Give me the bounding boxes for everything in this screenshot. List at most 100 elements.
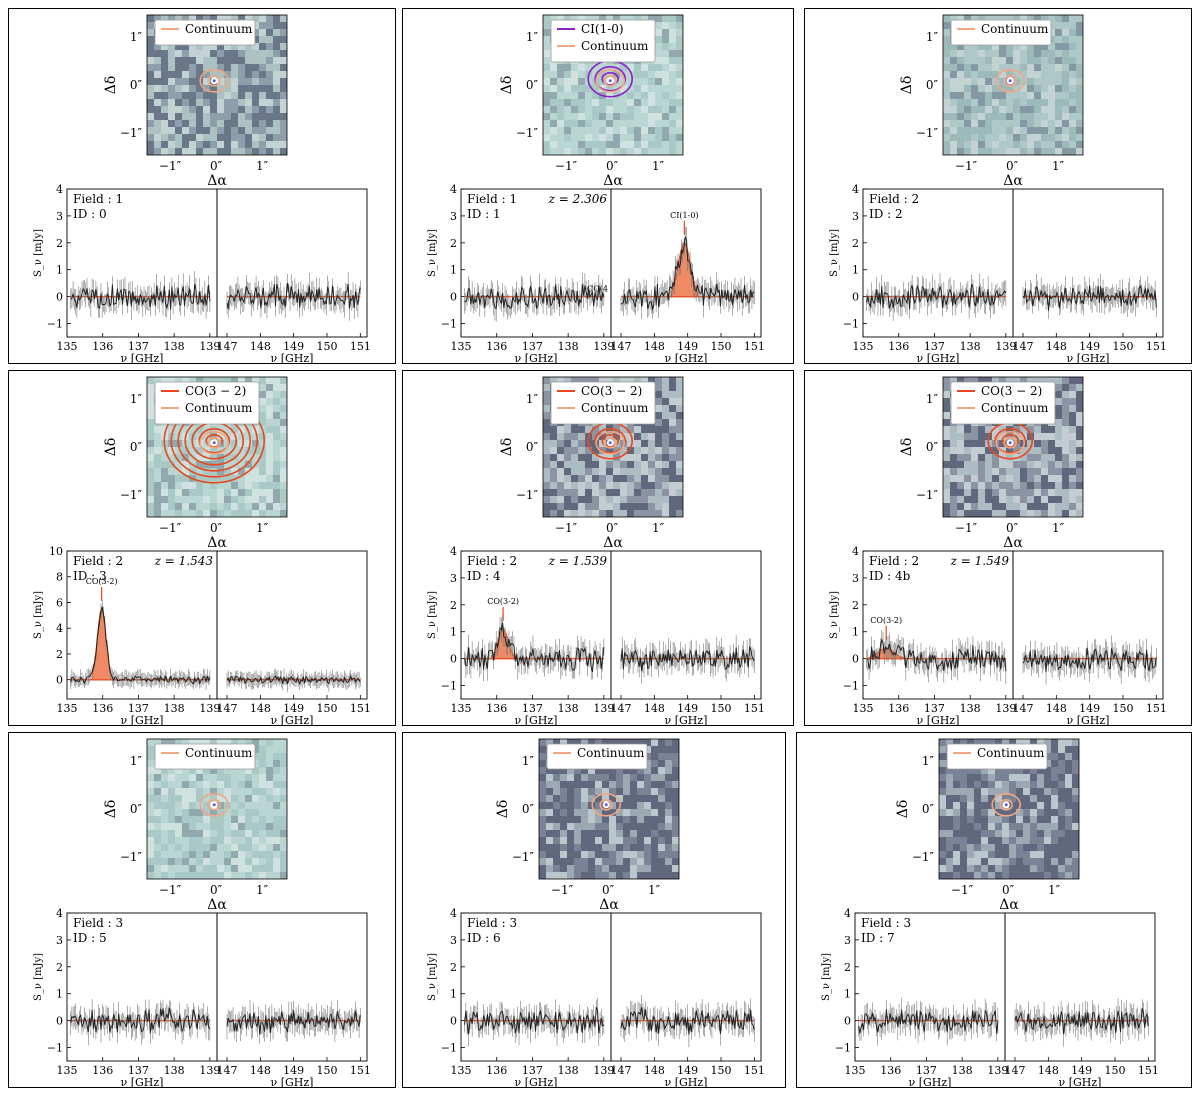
map-pixel bbox=[950, 482, 957, 489]
xaxis-label: ν [GHz] bbox=[271, 1076, 314, 1087]
map-xtick-label: 0″ bbox=[606, 159, 619, 173]
map-pixel bbox=[1013, 148, 1020, 155]
map-pixel bbox=[669, 78, 676, 85]
map-pixel bbox=[196, 823, 203, 830]
map-pixel bbox=[231, 489, 238, 496]
map-pixel bbox=[203, 510, 210, 517]
map-pixel bbox=[971, 510, 978, 517]
map-pixel bbox=[161, 127, 168, 134]
map-pixel bbox=[592, 127, 599, 134]
id-label: ID : 5 bbox=[73, 931, 107, 945]
map-pixel bbox=[641, 454, 648, 461]
map-pixel bbox=[154, 816, 161, 823]
map-pixel bbox=[210, 447, 217, 454]
xaxis-label: ν [GHz] bbox=[271, 352, 314, 363]
map-pixel bbox=[189, 844, 196, 851]
map-pixel bbox=[655, 489, 662, 496]
map-pixel bbox=[662, 29, 669, 36]
map-pixel bbox=[557, 78, 564, 85]
map-xtick-label: 0″ bbox=[1006, 159, 1019, 173]
field-label: Field : 2 bbox=[467, 554, 517, 568]
map-ytick-label: −1″ bbox=[120, 850, 143, 864]
map-pixel bbox=[196, 64, 203, 71]
map-pixel bbox=[168, 92, 175, 99]
map-pixel bbox=[203, 85, 210, 92]
map-pixel bbox=[252, 788, 259, 795]
map-pixel bbox=[245, 92, 252, 99]
map-pixel bbox=[964, 134, 971, 141]
map-pixel bbox=[1013, 85, 1020, 92]
map-pixel bbox=[280, 865, 287, 872]
map-pixel bbox=[613, 148, 620, 155]
map-pixel bbox=[669, 148, 676, 155]
map-pixel bbox=[161, 57, 168, 64]
xtick-label: 147 bbox=[611, 702, 632, 715]
map-pixel bbox=[273, 837, 280, 844]
map-pixel bbox=[557, 482, 564, 489]
map-pixel bbox=[634, 85, 641, 92]
map-pixel bbox=[1034, 433, 1041, 440]
map-pixel bbox=[992, 106, 999, 113]
map-pixel bbox=[620, 92, 627, 99]
map-pixel bbox=[662, 134, 669, 141]
map-pixel bbox=[655, 120, 662, 127]
map-pixel bbox=[546, 809, 553, 816]
map-pixel bbox=[203, 865, 210, 872]
map-pixel bbox=[147, 92, 154, 99]
map-pixel bbox=[175, 71, 182, 78]
map-pixel bbox=[992, 57, 999, 64]
map-pixel bbox=[1041, 377, 1048, 384]
map-pixel bbox=[1041, 468, 1048, 475]
map-pixel bbox=[231, 64, 238, 71]
legend-label: CO(3 − 2) bbox=[185, 384, 246, 398]
map-yaxis-label: Δδ bbox=[103, 76, 119, 95]
map-pixel bbox=[203, 788, 210, 795]
map-pixel bbox=[259, 120, 266, 127]
map-pixel bbox=[196, 85, 203, 92]
map-pixel bbox=[168, 503, 175, 510]
map-pixel bbox=[978, 120, 985, 127]
map-pixel bbox=[543, 92, 550, 99]
xtick-label: 151 bbox=[744, 340, 765, 353]
map-pixel bbox=[280, 781, 287, 788]
map-pixel bbox=[992, 64, 999, 71]
map-pixel bbox=[557, 141, 564, 148]
map-pixel bbox=[189, 50, 196, 57]
map-pixel bbox=[1041, 106, 1048, 113]
map-pixel bbox=[175, 816, 182, 823]
map-pixel bbox=[641, 377, 648, 384]
map-pixel bbox=[182, 781, 189, 788]
map-pixel bbox=[266, 503, 273, 510]
map-pixel bbox=[999, 461, 1006, 468]
map-pixel bbox=[662, 496, 669, 503]
map-pixel bbox=[217, 15, 224, 22]
map-pixel bbox=[978, 113, 985, 120]
map-pixel bbox=[182, 774, 189, 781]
map-pixel bbox=[210, 496, 217, 503]
map-pixel bbox=[147, 99, 154, 106]
ytick-label: 1 bbox=[450, 264, 457, 277]
map-pixel bbox=[280, 43, 287, 50]
map-pixel bbox=[1076, 78, 1083, 85]
map-pixel bbox=[648, 64, 655, 71]
map-pixel bbox=[273, 816, 280, 823]
map-pixel bbox=[1069, 384, 1076, 391]
map-pixel bbox=[217, 64, 224, 71]
map-pixel bbox=[259, 419, 266, 426]
map-xtick-label: 1″ bbox=[1052, 521, 1065, 535]
xtick-label: 149 bbox=[677, 340, 698, 353]
ytick-label: 0 bbox=[56, 674, 63, 687]
map-pixel bbox=[231, 440, 238, 447]
map-pixel bbox=[557, 377, 564, 384]
map-pixel bbox=[655, 113, 662, 120]
map-pixel bbox=[627, 64, 634, 71]
map-pixel bbox=[203, 858, 210, 865]
map-pixel bbox=[627, 113, 634, 120]
map-pixel bbox=[210, 43, 217, 50]
map-pixel bbox=[560, 774, 567, 781]
map-pixel bbox=[1048, 454, 1055, 461]
map-pixel bbox=[627, 510, 634, 517]
xaxis-label: ν [GHz] bbox=[121, 1076, 164, 1087]
map-pixel bbox=[1069, 99, 1076, 106]
